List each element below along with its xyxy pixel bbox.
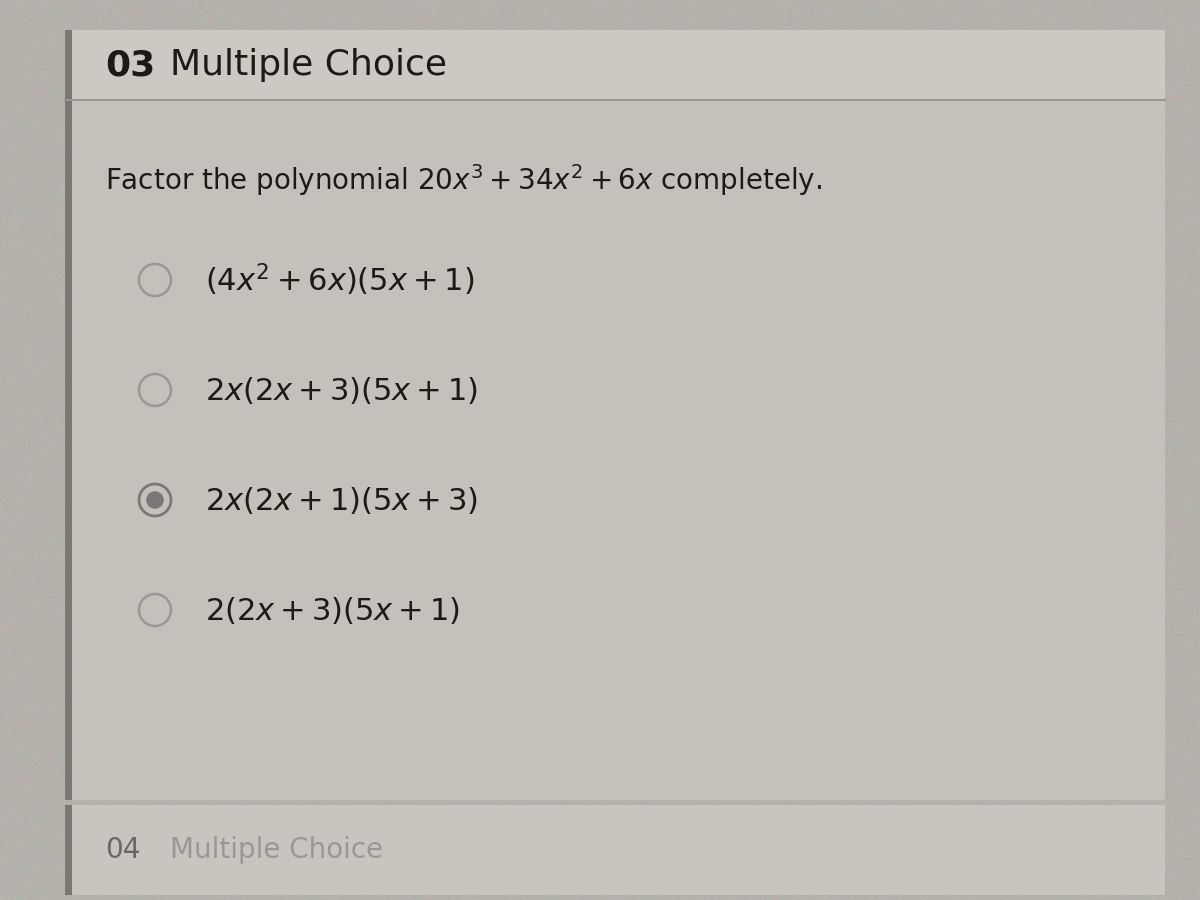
- Text: Factor the polynomial $20x^3 + 34x^2 + 6x$ completely.: Factor the polynomial $20x^3 + 34x^2 + 6…: [106, 162, 822, 198]
- Bar: [65, 30, 1165, 100]
- Text: $2x\left(2x + 3\right)\left(5x + 1\right)$: $2x\left(2x + 3\right)\left(5x + 1\right…: [205, 374, 478, 406]
- Circle shape: [146, 491, 163, 508]
- Text: Multiple Choice: Multiple Choice: [170, 48, 446, 82]
- Bar: [65, 805, 1165, 895]
- Text: $2x\left(2x + 1\right)\left(5x + 3\right)$: $2x\left(2x + 1\right)\left(5x + 3\right…: [205, 484, 478, 516]
- Bar: [65, 805, 72, 895]
- Text: 04: 04: [106, 836, 140, 864]
- Bar: [65, 30, 1165, 800]
- Text: 03: 03: [106, 48, 155, 82]
- Text: $\left(4x^2 + 6x\right)\left(5x + 1\right)$: $\left(4x^2 + 6x\right)\left(5x + 1\righ…: [205, 262, 474, 298]
- Bar: [65, 30, 72, 800]
- Text: $2\left(2x + 3\right)\left(5x + 1\right)$: $2\left(2x + 3\right)\left(5x + 1\right)…: [205, 595, 460, 625]
- Text: Multiple Choice: Multiple Choice: [170, 836, 383, 864]
